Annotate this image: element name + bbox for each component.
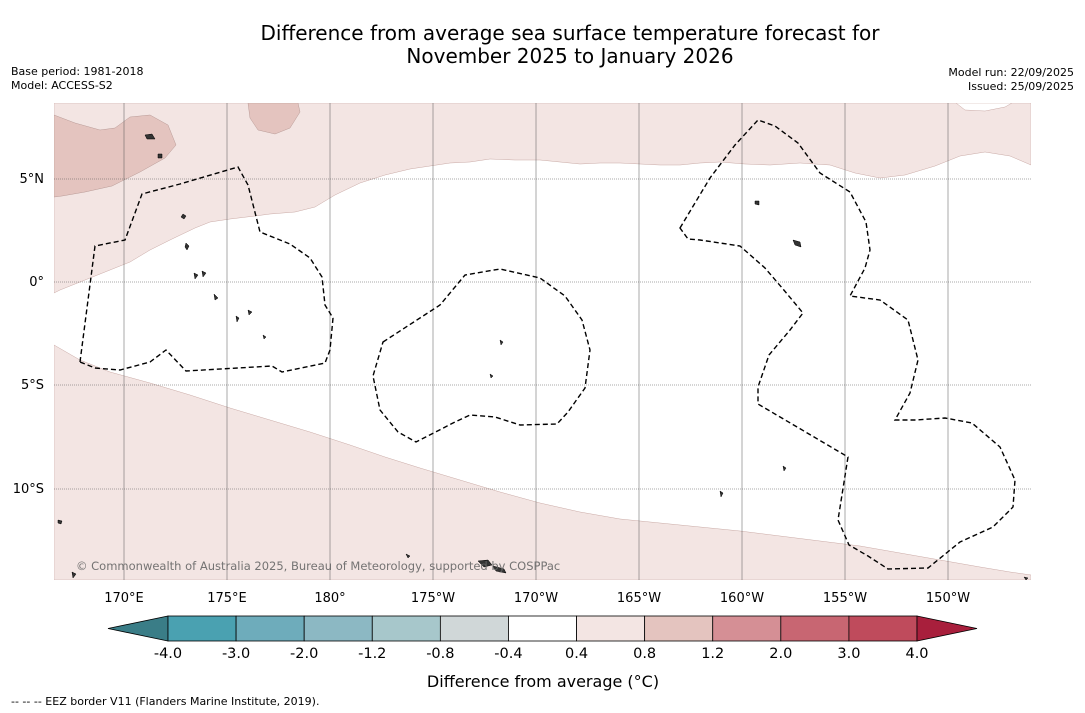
- map-title: Difference from average sea surface temp…: [0, 22, 1085, 68]
- eez-borders: [79, 119, 1016, 570]
- lon-label-155w: 155°W: [823, 591, 867, 606]
- colorbar-tick-label: 4.0: [905, 646, 928, 662]
- colorbar-segment: [371, 615, 441, 642]
- eez-phoenix-islands: [372, 268, 591, 443]
- island-feature: [71, 571, 77, 579]
- colorbar-tick-label: -4.0: [154, 646, 182, 662]
- colorbar-segment: [644, 615, 714, 642]
- north-central-warm-patch: [247, 103, 301, 135]
- lon-label-170e: 170°E: [104, 591, 144, 606]
- colorbar-segment: [439, 615, 509, 642]
- meta-right: Model run: 22/09/2025 Issued: 25/09/2025: [948, 66, 1074, 94]
- lat-label-0: 0°: [29, 275, 44, 290]
- colorbar-tick-label: 1.2: [701, 646, 724, 662]
- title-line-2: November 2025 to January 2026: [406, 44, 734, 68]
- lon-label-175w: 175°W: [411, 591, 455, 606]
- island-feature: [247, 309, 253, 316]
- island-feature: [782, 465, 787, 472]
- colorbar-segment: [712, 615, 782, 642]
- island-feature: [213, 293, 219, 301]
- colorbar-tick-label: 0.8: [633, 646, 656, 662]
- colorbar-tick-label: -0.4: [494, 646, 522, 662]
- island-feature: [201, 270, 207, 278]
- lon-label-150w: 150°W: [926, 591, 970, 606]
- island-feature: [489, 373, 494, 379]
- colorbar-segment: [576, 615, 646, 642]
- colorbar-arrow-low: [107, 615, 169, 642]
- south-anomaly-band: [54, 344, 1031, 580]
- issued-date: Issued: 25/09/2025: [967, 80, 1074, 93]
- copyright-notice: © Commonwealth of Australia 2025, Bureau…: [76, 559, 560, 573]
- colorbar-tick-label: -0.8: [426, 646, 454, 662]
- eez-footnote: -- -- -- EEZ border V11 (Flanders Marine…: [11, 695, 320, 708]
- island-feature: [754, 200, 760, 206]
- colorbar-tick-label: 0.4: [565, 646, 588, 662]
- lon-label-170w: 170°W: [514, 591, 558, 606]
- lat-label-5s: 5°S: [21, 378, 44, 393]
- map-area: [54, 103, 1031, 580]
- north-anomaly-band: [54, 103, 1031, 294]
- graticule: [54, 103, 1031, 580]
- north-east-white-notch: [955, 103, 1013, 112]
- colorbar-label: Difference from average (°C): [427, 672, 659, 691]
- island-feature: [180, 213, 187, 220]
- title-line-1: Difference from average sea surface temp…: [260, 21, 880, 45]
- colorbar-tick-label: 2.0: [769, 646, 792, 662]
- island-feature: [719, 490, 724, 498]
- colorbar-tick-label: -3.0: [222, 646, 250, 662]
- island-feature: [144, 133, 156, 140]
- colorbar-tick-label: 3.0: [837, 646, 860, 662]
- island-feature: [405, 553, 411, 559]
- lon-label-180: 180°: [314, 591, 345, 606]
- colorbar-segment: [848, 615, 918, 642]
- meta-left: Base period: 1981-2018 Model: ACCESS-S2: [11, 65, 143, 93]
- island-feature: [57, 519, 63, 525]
- base-period: Base period: 1981-2018: [11, 65, 144, 78]
- colorbar-segment: [167, 615, 237, 642]
- colorbar-segment: [508, 615, 577, 642]
- island-feature: [193, 272, 199, 280]
- island-feature: [184, 242, 190, 251]
- lon-labels: 170°E 175°E 180° 175°W 170°W 165°W 160°W…: [104, 591, 970, 606]
- island-feature: [792, 239, 802, 248]
- island-feature: [477, 559, 493, 568]
- island-feature: [235, 315, 240, 323]
- island-feature: [262, 334, 267, 340]
- colorbar-arrow-high: [916, 615, 978, 642]
- colorbar-segment: [235, 615, 305, 642]
- eez-line-islands: [679, 119, 1016, 570]
- lon-label-165w: 165°W: [617, 591, 661, 606]
- lon-label-175e: 175°E: [207, 591, 247, 606]
- island-feature: [1023, 576, 1029, 580]
- model-run: Model run: 22/09/2025: [948, 66, 1074, 79]
- eez-kiribati-gilberts: [79, 166, 334, 373]
- lat-label-10s: 10°S: [13, 482, 44, 497]
- lat-label-5n: 5°N: [20, 172, 45, 187]
- islands: [57, 133, 1029, 580]
- colorbar-segment: [780, 615, 850, 642]
- colorbar: -4.0 -3.0 -2.0 -1.2 -0.8 -0.4 0.4 0.8 1.2 2.0 3.0 4…: [107, 615, 978, 662]
- lat-labels: 5°N 0° 5°S 10°S: [13, 172, 44, 497]
- colorbar-tick-label: -2.0: [290, 646, 318, 662]
- island-feature: [499, 339, 504, 346]
- lon-label-160w: 160°W: [720, 591, 764, 606]
- island-feature: [157, 153, 163, 159]
- model-name: Model: ACCESS-S2: [11, 79, 113, 92]
- colorbar-tick-label: -1.2: [358, 646, 386, 662]
- island-feature: [492, 565, 507, 574]
- colorbar-segment: [303, 615, 373, 642]
